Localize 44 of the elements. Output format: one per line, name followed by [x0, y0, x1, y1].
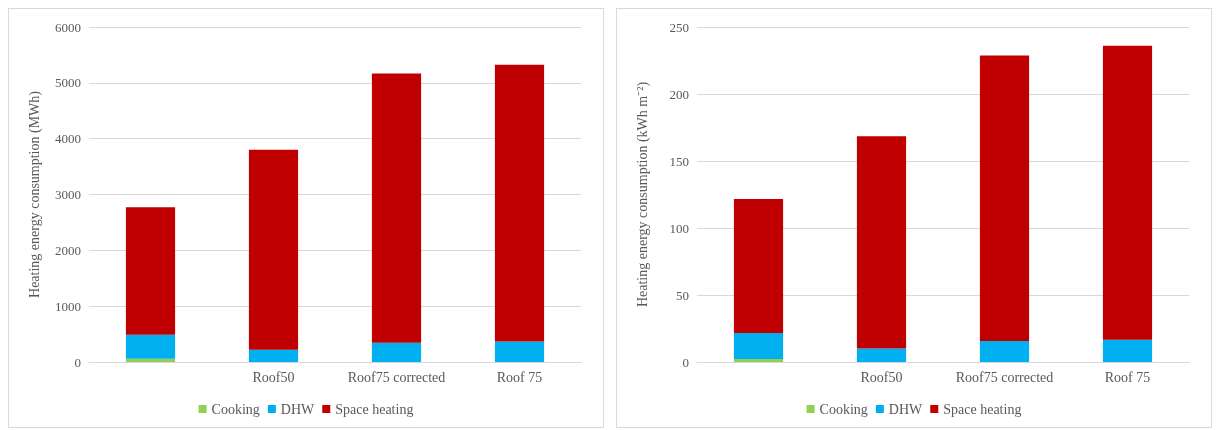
- y-axis-title: Heating energy consumption (kWh m⁻²): [634, 81, 651, 308]
- legend-label: DHW: [280, 401, 316, 417]
- bar: [371, 342, 422, 362]
- y-tick-label: 5000: [55, 75, 81, 91]
- bar: [733, 198, 784, 333]
- x-tick-label: Roof75 corrected: [955, 369, 1054, 385]
- y-tick-label: 2000: [55, 242, 81, 258]
- bar: [733, 332, 784, 360]
- bar: [494, 341, 545, 362]
- x-tick-label: Roof 75: [1104, 369, 1151, 385]
- legend-label: Cooking: [819, 401, 868, 417]
- bar: [494, 64, 545, 342]
- bar: [1102, 339, 1153, 362]
- y-tick-label: 1000: [55, 298, 81, 314]
- y-tick-label: 0: [682, 354, 689, 370]
- bar: [248, 349, 299, 362]
- x-tick-label: Roof50: [860, 369, 903, 385]
- y-tick-label: 4000: [55, 131, 81, 147]
- x-tick-label: Roof75 corrected: [347, 369, 446, 385]
- legend-label: DHW: [888, 401, 924, 417]
- bar: [125, 334, 176, 359]
- y-axis-title: Heating energy consumption (MWh): [26, 90, 43, 298]
- y-tick-label: 6000: [55, 19, 81, 35]
- y-tick-label: 200: [669, 86, 689, 102]
- y-tick-label: 100: [669, 220, 689, 236]
- bar: [856, 348, 907, 362]
- y-tick-label: 50: [676, 287, 689, 303]
- x-tick-label: Roof50: [252, 369, 295, 385]
- x-tick-label: Roof 75: [496, 369, 543, 385]
- bar: [371, 73, 422, 343]
- bar: [856, 136, 907, 349]
- bar: [979, 340, 1030, 362]
- bar: [733, 359, 784, 362]
- y-tick-label: 0: [74, 354, 81, 370]
- y-tick-label: 250: [669, 19, 689, 35]
- legend-label: Space heating: [335, 401, 414, 417]
- bar: [1102, 45, 1153, 340]
- y-tick-label: 3000: [55, 187, 81, 202]
- legend-label: Cooking: [211, 401, 260, 417]
- bar: [248, 149, 299, 350]
- bar: [125, 207, 176, 335]
- y-tick-label: 150: [669, 153, 689, 169]
- bar: [979, 55, 1030, 341]
- legend-label: Space heating: [943, 401, 1022, 417]
